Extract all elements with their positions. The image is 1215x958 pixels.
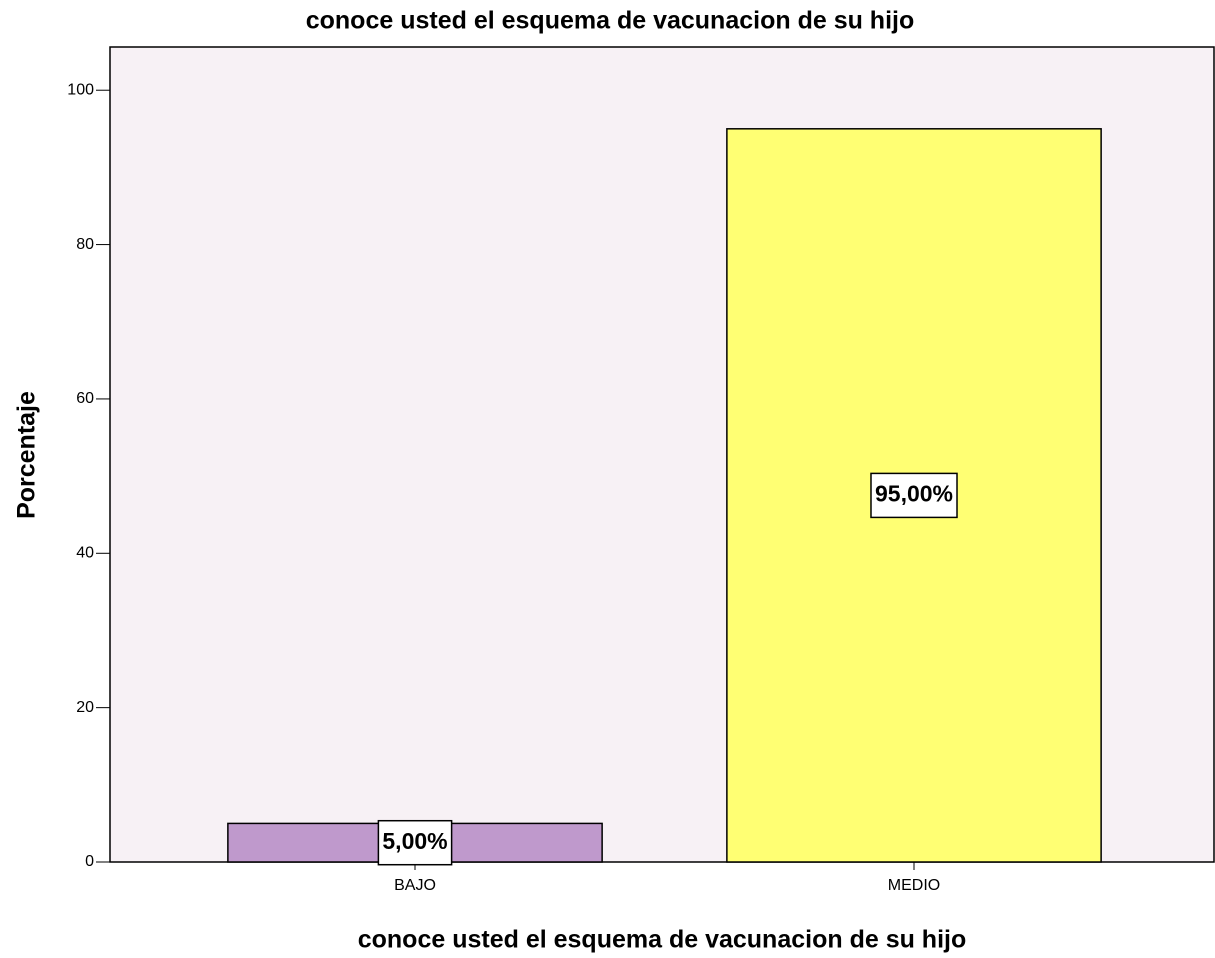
y-tick-label: 20 <box>76 699 94 716</box>
value-label: 5,00% <box>382 828 447 854</box>
y-tick-label: 0 <box>85 853 94 870</box>
value-label: 95,00% <box>875 480 953 506</box>
x-tick-label: BAJO <box>394 877 436 894</box>
chart-title: conoce usted el esquema de vacunacion de… <box>306 7 915 35</box>
y-tick-label: 80 <box>76 236 94 253</box>
value-label-box <box>870 472 958 519</box>
y-axis-label: Porcentaje <box>13 391 41 519</box>
x-axis-label: conoce usted el esquema de vacunacion de… <box>358 926 967 954</box>
y-tick-label: 40 <box>76 545 94 562</box>
value-label-box <box>377 819 453 866</box>
x-tick-label: MEDIO <box>888 877 940 894</box>
y-tick-label: 60 <box>76 390 94 407</box>
y-tick-label: 100 <box>67 81 94 98</box>
